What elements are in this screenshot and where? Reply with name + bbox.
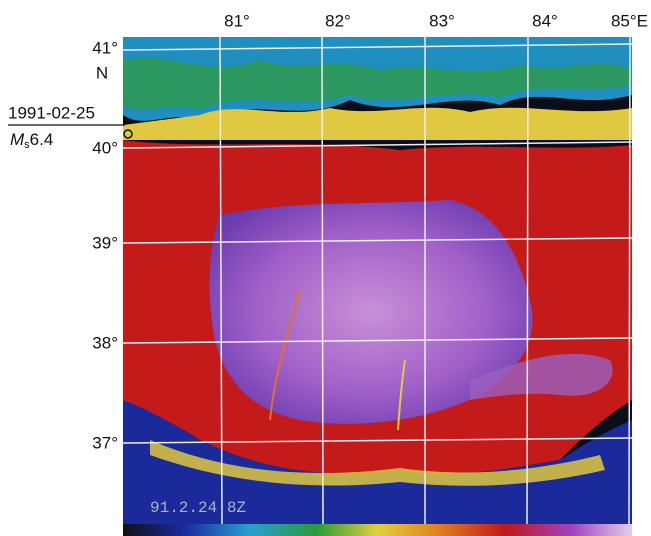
latitude-label: 39°	[92, 233, 118, 252]
latitude-label: 41°	[92, 38, 118, 57]
event-date: 1991-02-25	[8, 103, 95, 122]
latitude-label: 38°	[92, 333, 118, 352]
image-timestamp: 91.2.24.8Z	[150, 499, 246, 517]
latitude-labels: 41° N 40° 39° 38° 37°	[92, 38, 118, 452]
satellite-image: 91.2.24.8Z	[123, 37, 632, 536]
longitude-labels: 81° 82° 83° 84° 85°E	[224, 11, 648, 30]
longitude-label: 81°	[224, 11, 250, 30]
longitude-label: 84°	[532, 11, 558, 30]
latitude-hemisphere: N	[96, 63, 108, 82]
longitude-label: 82°	[325, 11, 351, 30]
event-magnitude: Ms6.4	[10, 130, 53, 150]
longitude-label: 83°	[429, 11, 455, 30]
latitude-label: 37°	[92, 433, 118, 452]
magnitude-value: 6.4	[30, 130, 54, 149]
color-scale	[123, 524, 632, 536]
map-figure: 91.2.24.8Z 81° 82° 83° 84° 85°E 41° N 40…	[0, 0, 651, 536]
magnitude-symbol: M	[10, 130, 25, 149]
latitude-label: 40°	[92, 138, 118, 157]
longitude-label: 85°E	[611, 11, 648, 30]
